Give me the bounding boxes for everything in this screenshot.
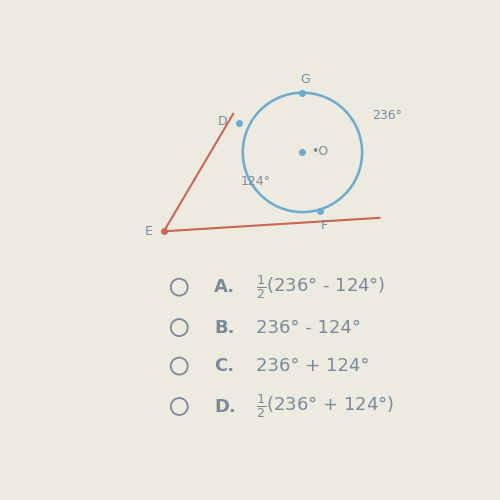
- Text: B.: B.: [214, 318, 234, 336]
- Text: 236°: 236°: [372, 110, 402, 122]
- Text: 236° + 124°: 236° + 124°: [256, 357, 370, 375]
- Text: F: F: [320, 220, 328, 232]
- Text: D.: D.: [214, 398, 236, 415]
- Text: $\frac{1}{2}$(236° - 124°): $\frac{1}{2}$(236° - 124°): [256, 273, 386, 301]
- Text: G: G: [300, 73, 310, 86]
- Text: •O: •O: [311, 145, 328, 158]
- Text: C.: C.: [214, 357, 234, 375]
- Text: 236° - 124°: 236° - 124°: [256, 318, 361, 336]
- Text: 124°: 124°: [241, 175, 271, 188]
- Text: $\frac{1}{2}$(236° + 124°): $\frac{1}{2}$(236° + 124°): [256, 392, 394, 420]
- Text: A.: A.: [214, 278, 235, 296]
- Text: E: E: [145, 225, 153, 238]
- Text: D: D: [218, 116, 228, 128]
